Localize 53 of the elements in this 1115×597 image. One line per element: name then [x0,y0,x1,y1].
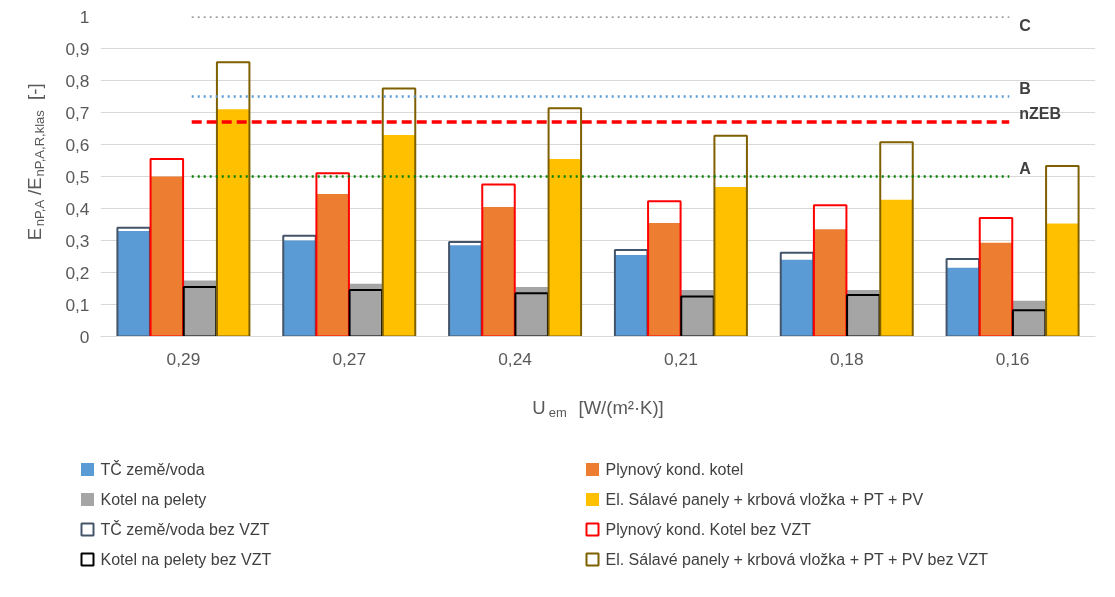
y-tick-label: 0,3 [65,230,90,251]
bar [315,172,350,337]
y-tick-label: 0,8 [65,70,90,91]
bar [979,242,1013,337]
bar [879,141,914,337]
bar [316,194,349,337]
bar [648,222,681,337]
bar [812,204,848,337]
legend-label: TČ země/voda bez VZT [100,520,270,538]
bar [482,206,515,337]
y-tick-label: 0,2 [65,262,90,283]
bar [216,109,250,337]
legend-label: El. Sálavé panely + krbová vložka + PT + PV bez VZT [605,551,989,568]
x-tick-label: 0,16 [995,348,1030,369]
bar [215,61,251,337]
bar [381,87,417,337]
y-tick-label: 0,1 [65,294,90,315]
y-tick-label: 0 [79,326,90,347]
bar [813,229,847,337]
y-tick-label: 0,4 [65,198,90,219]
y-tick-label: 0,7 [65,102,90,123]
ref-line-label: C [1019,16,1032,34]
legend-label: Kotel na pelety [100,491,207,508]
bar [945,258,981,337]
bar [150,176,184,337]
bar [713,134,748,337]
y-tick-label: 0,9 [65,38,90,59]
legend-label: Plynový kond. Kotel bez VZT [605,521,812,538]
bar [547,107,583,337]
x-tick-label: 0,27 [332,348,367,369]
bar [1046,223,1079,337]
bar [880,199,913,337]
legend-label: El. Sálavé panely + krbová vložka + PT + PV [605,491,924,508]
bar [149,157,185,337]
bar [548,158,582,337]
x-tick-label: 0,21 [664,348,698,369]
bar [978,217,1014,337]
bar [1045,164,1080,337]
legend-label: Plynový kond. kotel [605,461,744,478]
y-tick-label: 0,6 [65,134,90,155]
legend-label: Kotel na pelety bez VZT [100,551,272,568]
ref-line-label: B [1019,79,1031,97]
bar [714,187,747,337]
y-axis-title: EnP,A/EnP,A,R,klas [-] [24,83,47,241]
ref-line-label: nZEB [1019,105,1061,123]
legend-label: TČ země/voda [100,460,205,478]
bar [382,134,416,337]
x-tick-label: 0,24 [498,348,533,369]
y-tick-label: 0,5 [65,166,90,187]
x-tick-label: 0,18 [829,348,864,369]
ref-line-label: A [1019,159,1032,177]
y-tick-label: 1 [79,6,90,27]
x-tick-label: 0,29 [166,348,201,369]
